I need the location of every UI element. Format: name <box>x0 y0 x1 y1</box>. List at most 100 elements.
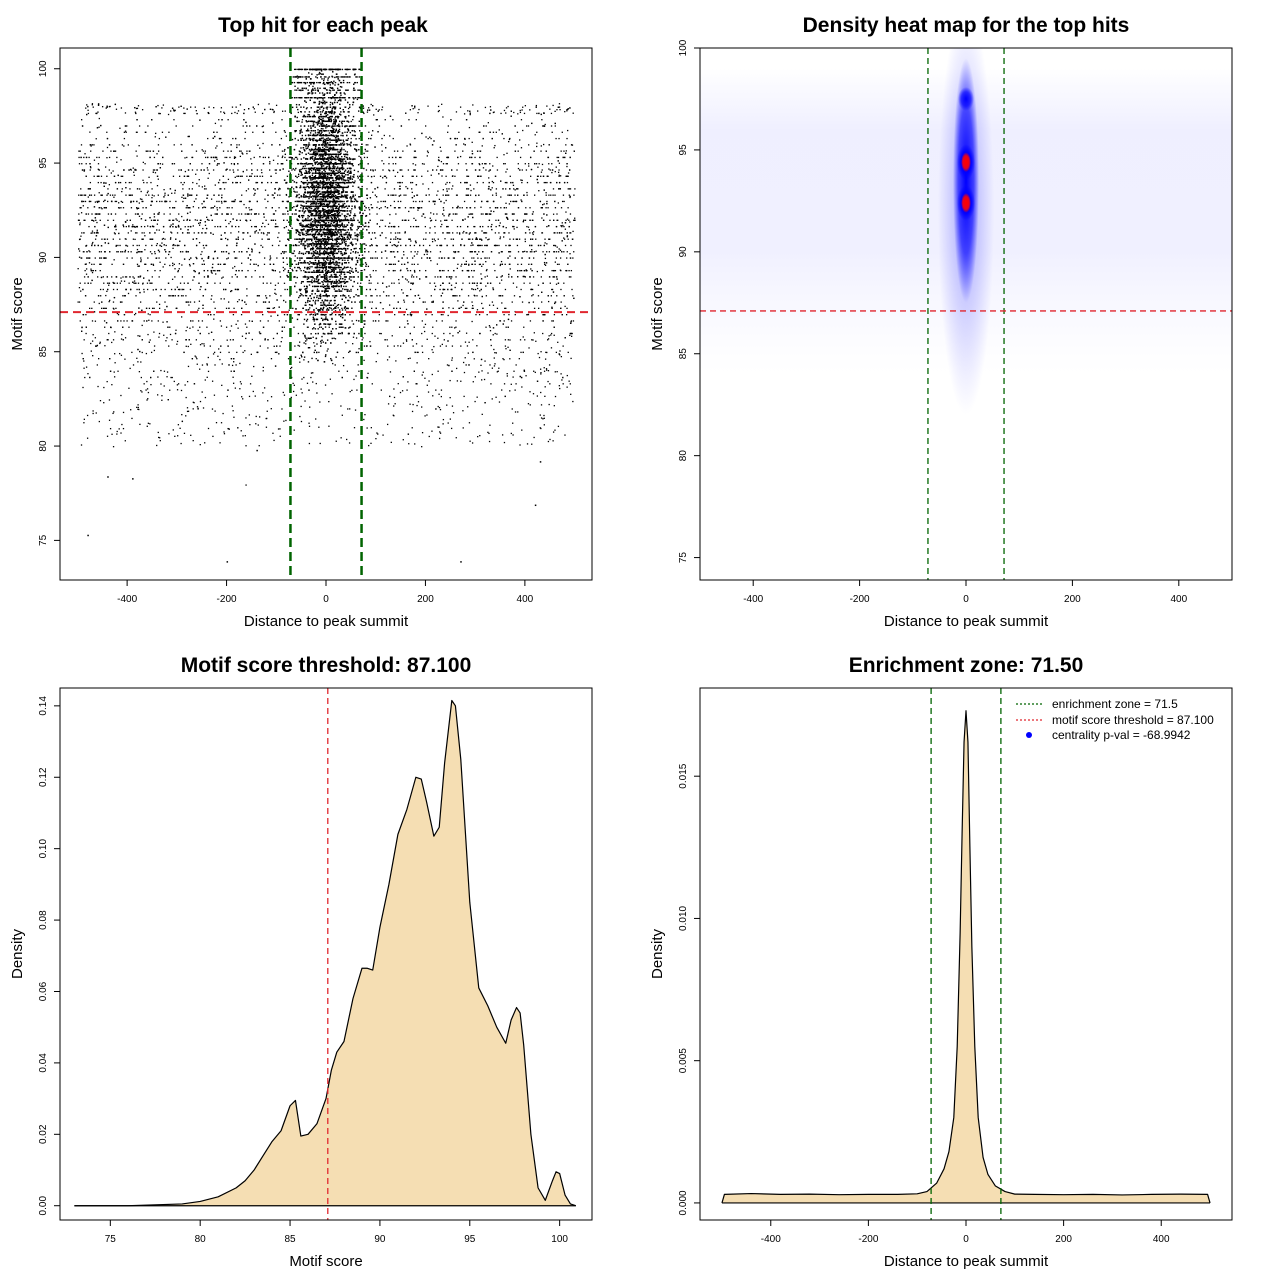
scatter-point <box>163 213 165 215</box>
scatter-point <box>176 219 178 221</box>
scatter-point <box>203 276 206 278</box>
scatter-point <box>355 319 358 322</box>
scatter-point <box>94 217 97 219</box>
scatter-point <box>340 200 343 203</box>
scatter-point <box>93 263 95 265</box>
scatter-point <box>236 181 238 184</box>
scatter-point <box>193 301 196 303</box>
scatter-point <box>275 225 278 228</box>
scatter-point <box>179 251 182 253</box>
scatter-point <box>187 251 189 253</box>
scatter-point <box>348 244 350 247</box>
scatter-point <box>454 327 456 329</box>
scatter-point <box>230 144 232 146</box>
scatter-point <box>557 106 559 108</box>
scatter-point <box>168 219 170 221</box>
scatter-point <box>406 187 409 190</box>
scatter-point <box>425 136 427 138</box>
scatter-point <box>136 251 138 254</box>
scatter-point <box>316 251 319 253</box>
scatter-point <box>487 282 489 284</box>
scatter-point <box>459 295 461 297</box>
scatter-point <box>226 207 228 209</box>
scatter-point <box>543 181 545 184</box>
scatter-point <box>354 213 356 215</box>
scatter-point <box>227 238 229 241</box>
scatter-point <box>500 260 503 263</box>
scatter-point <box>186 175 188 177</box>
scatter-point <box>172 175 175 177</box>
scatter-point <box>387 345 389 347</box>
scatter-point <box>130 251 132 253</box>
scatter-point <box>153 213 155 215</box>
scatter-point <box>165 244 167 247</box>
scatter-point <box>463 200 466 203</box>
scatter-point <box>83 194 85 196</box>
scatter-point <box>88 250 90 252</box>
scatter-point <box>271 207 273 209</box>
scatter-point <box>283 150 285 152</box>
scatter-point <box>169 219 171 221</box>
scatter-point <box>267 339 269 341</box>
scatter-point <box>538 307 540 310</box>
scatter-point <box>350 137 352 140</box>
scatter-point <box>286 159 288 161</box>
scatter-point <box>90 200 92 203</box>
scatter-point <box>144 225 146 228</box>
scatter-point <box>253 213 256 215</box>
scatter-point <box>456 194 458 196</box>
scatter-point <box>540 175 542 177</box>
scatter-point <box>559 232 561 234</box>
scatter-point <box>405 194 407 196</box>
scatter-point <box>422 238 425 240</box>
scatter-point <box>171 232 173 234</box>
scatter-point <box>279 188 281 190</box>
scatter-point <box>272 122 274 124</box>
scatter-point <box>280 295 282 297</box>
scatter-point <box>438 257 440 259</box>
scatter-point <box>515 238 518 240</box>
scatter-point <box>218 269 221 272</box>
scatter-point <box>292 179 294 182</box>
scatter-point <box>245 121 247 124</box>
scatter-point <box>562 224 564 227</box>
scatter-point <box>254 189 256 191</box>
scatter-point <box>314 345 316 347</box>
scatter-point <box>439 276 442 278</box>
scatter-point <box>253 156 255 159</box>
scatter-point <box>332 206 334 209</box>
scatter-point <box>453 251 455 253</box>
scatter-point <box>204 152 206 154</box>
scatter-point <box>317 194 320 196</box>
scatter-point <box>218 163 220 165</box>
scatter-point <box>132 167 134 169</box>
scatter-point <box>462 304 464 307</box>
scatter-point <box>287 358 290 360</box>
scatter-point <box>512 184 515 186</box>
scatter-point <box>344 259 346 261</box>
scatter-point <box>142 283 144 285</box>
scatter-point <box>550 332 553 335</box>
scatter-point <box>305 320 308 322</box>
scatter-point <box>297 263 299 265</box>
scatter-point <box>91 213 93 215</box>
scatter-point <box>81 163 83 165</box>
scatter-point <box>274 219 277 221</box>
scatter-point <box>442 116 444 118</box>
scatter-point <box>284 156 286 159</box>
scatter-point <box>514 257 516 259</box>
scatter-point <box>176 232 179 234</box>
scatter-point <box>109 251 111 253</box>
scatter-point <box>442 307 444 310</box>
scatter-point <box>135 282 137 284</box>
scatter-point <box>549 169 551 171</box>
scatter-point <box>484 257 486 259</box>
scatter-point <box>342 253 344 256</box>
scatter-point <box>96 344 99 347</box>
scatter-point <box>128 194 131 196</box>
scatter-point <box>546 225 548 228</box>
scatter-point <box>159 295 161 297</box>
scatter-point <box>109 326 112 328</box>
scatter-point <box>319 282 321 284</box>
scatter-point <box>366 111 369 113</box>
